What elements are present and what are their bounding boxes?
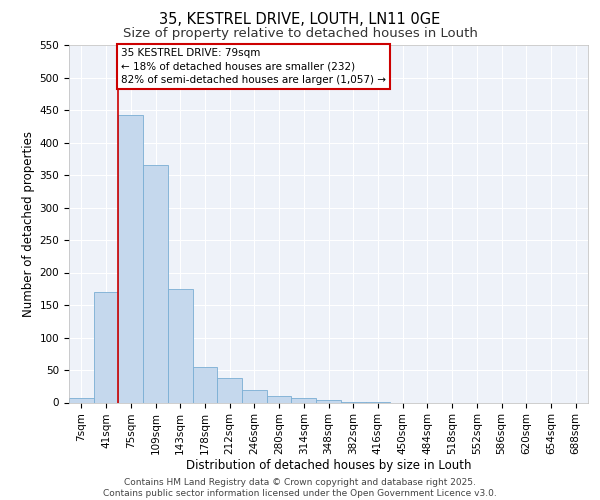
Bar — [168, 289, 193, 403]
Bar — [193, 367, 217, 402]
Bar — [94, 292, 118, 403]
Bar — [118, 114, 143, 403]
Bar — [69, 398, 94, 402]
Text: Contains HM Land Registry data © Crown copyright and database right 2025.
Contai: Contains HM Land Registry data © Crown c… — [103, 478, 497, 498]
Bar — [143, 165, 168, 402]
Bar — [242, 390, 267, 402]
X-axis label: Distribution of detached houses by size in Louth: Distribution of detached houses by size … — [186, 458, 471, 471]
Bar — [316, 400, 341, 402]
Text: 35 KESTREL DRIVE: 79sqm
← 18% of detached houses are smaller (232)
82% of semi-d: 35 KESTREL DRIVE: 79sqm ← 18% of detache… — [121, 48, 386, 84]
Bar — [292, 398, 316, 402]
Bar — [217, 378, 242, 402]
Text: Size of property relative to detached houses in Louth: Size of property relative to detached ho… — [122, 28, 478, 40]
Y-axis label: Number of detached properties: Number of detached properties — [22, 130, 35, 317]
Bar — [267, 396, 292, 402]
Text: 35, KESTREL DRIVE, LOUTH, LN11 0GE: 35, KESTREL DRIVE, LOUTH, LN11 0GE — [160, 12, 440, 28]
